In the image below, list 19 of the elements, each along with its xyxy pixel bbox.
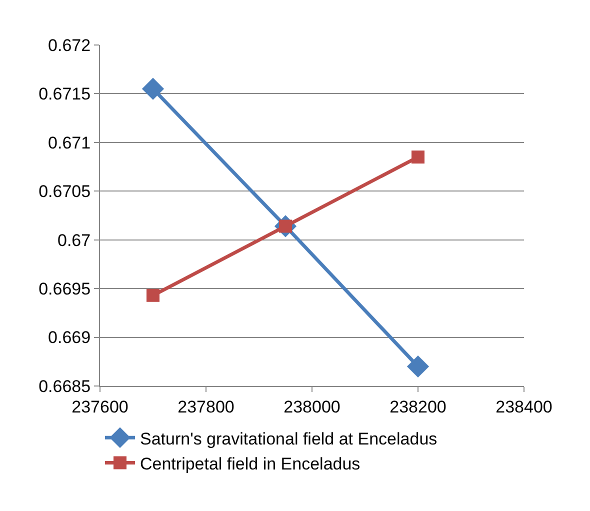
legend-label: Saturn's gravitational field at Enceladus	[140, 429, 438, 448]
x-tick-label: 238200	[390, 397, 446, 416]
y-tick-label: 0.6715	[38, 84, 91, 104]
y-tick-label: 0.6695	[38, 280, 91, 299]
point	[412, 150, 424, 164]
y-tick-label: 0.67	[58, 230, 91, 250]
y-tick-label: 0.6685	[38, 376, 91, 396]
y-tick-label: 0.671	[48, 133, 91, 152]
legend-label: Centripetal field in Enceladus	[140, 454, 360, 474]
x-tick-label: 237600	[72, 397, 128, 416]
point	[142, 78, 164, 100]
y-tick-label: 0.672	[48, 36, 91, 55]
point	[146, 288, 160, 302]
y-tick-label: 0.669	[48, 328, 91, 348]
x-tick-label: 237800	[178, 397, 234, 416]
x-tick-label: 238400	[496, 397, 552, 416]
point	[406, 355, 430, 378]
x-tick-label: 238000	[284, 397, 340, 416]
y-tick-label: 0.6705	[38, 182, 91, 202]
